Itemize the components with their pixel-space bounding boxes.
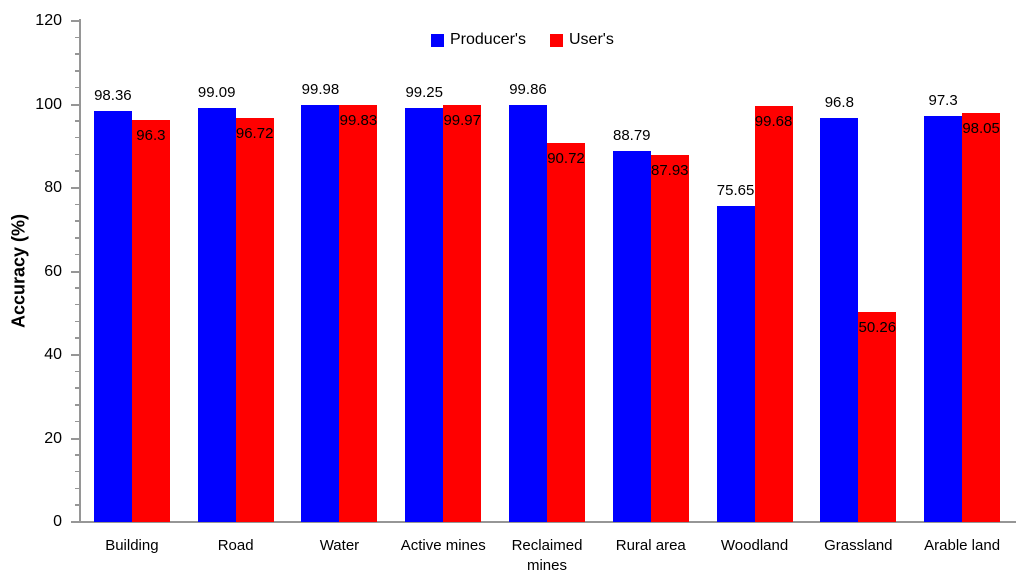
value-label-producers-water: 99.98	[301, 80, 340, 98]
x-axis-label-rural-area: Rural area	[615, 537, 686, 554]
bar-users-rural-area	[650, 154, 689, 522]
x-axis-label-reclaimed-mines: Reclaimed mines	[511, 537, 583, 574]
legend-swatch-producers-icon	[431, 33, 444, 47]
bar-users-water	[339, 105, 378, 522]
x-axis-line	[79, 521, 1016, 523]
y-minor-tick	[75, 504, 80, 506]
value-label-users-arable-land: 98.05	[962, 119, 1000, 137]
legend-item-producers: Producer's	[431, 31, 526, 49]
legend: Producer's User's	[431, 31, 614, 49]
legend-label-users: User's	[568, 31, 614, 48]
y-tick-label: 120	[35, 12, 62, 29]
bar-users-woodland	[754, 105, 793, 522]
x-axis-label-arable-land: Arable land	[924, 537, 1001, 554]
y-minor-tick	[75, 404, 80, 406]
bar-producers-reclaimed-mines	[509, 105, 547, 522]
legend-swatch-users-icon	[549, 33, 563, 47]
y-tick-label: 20	[44, 429, 62, 447]
y-major-tick	[71, 103, 80, 106]
x-axis-label-grassland: Grassland	[824, 537, 893, 554]
y-minor-tick	[75, 287, 80, 289]
bar-producers-rural-area	[612, 151, 651, 522]
y-minor-tick	[75, 70, 80, 72]
x-axis-label-woodland: Woodland	[720, 537, 789, 554]
bar-producers-water	[301, 104, 340, 522]
value-label-users-grassland: 50.26	[858, 319, 897, 337]
y-major-tick	[71, 521, 80, 523]
bar-producers-arable-land	[924, 115, 963, 522]
y-major-tick	[71, 270, 80, 273]
y-minor-tick	[75, 454, 80, 456]
y-minor-tick	[75, 470, 80, 473]
y-tick-label: 100	[35, 95, 62, 113]
y-major-tick	[71, 354, 80, 356]
y-minor-tick	[75, 220, 80, 222]
bar-users-arable-land	[962, 112, 1001, 522]
y-minor-tick	[75, 237, 80, 239]
value-label-users-road: 96.72	[235, 125, 274, 143]
bar-users-grassland	[858, 312, 897, 522]
bar-producers-road	[197, 108, 236, 522]
legend-label-producers: Producer's	[450, 31, 526, 48]
value-label-producers-road: 99.09	[197, 84, 236, 102]
y-major-tick	[71, 187, 80, 189]
y-tick-label: 0	[53, 513, 62, 530]
y-minor-tick	[75, 203, 80, 206]
y-minor-tick	[75, 387, 80, 389]
y-minor-tick	[75, 420, 80, 423]
bar-users-building	[131, 119, 170, 522]
value-label-producers-rural-area: 88.79	[612, 127, 651, 145]
value-label-producers-building: 98.36	[94, 87, 132, 105]
value-label-users-rural-area: 87.93	[650, 161, 689, 179]
y-major-tick	[71, 437, 80, 440]
y-minor-tick	[75, 170, 80, 172]
bar-producers-grassland	[820, 117, 859, 522]
value-label-producers-active-mines: 99.25	[405, 83, 443, 101]
y-minor-tick	[75, 53, 80, 55]
x-axis-label-road: Road	[217, 537, 254, 554]
y-minor-tick	[75, 487, 80, 490]
value-label-producers-arable-land: 97.3	[928, 91, 958, 109]
y-axis-line	[79, 19, 81, 523]
legend-item-users: User's	[549, 31, 614, 49]
y-minor-tick	[75, 120, 80, 122]
x-axis-label-active-mines: Active mines	[400, 537, 486, 554]
x-axis-label-water: Water	[319, 537, 360, 554]
bar-users-reclaimed-mines	[547, 143, 585, 522]
value-label-producers-woodland: 75.65	[716, 182, 755, 200]
value-label-users-active-mines: 99.97	[443, 111, 481, 129]
value-label-users-reclaimed-mines: 90.72	[547, 150, 585, 168]
bar-producers-active-mines	[405, 107, 444, 522]
y-minor-tick	[75, 370, 80, 373]
bar-users-road	[235, 118, 274, 522]
x-axis-label-building: Building	[105, 537, 159, 554]
y-minor-tick	[75, 337, 80, 339]
y-tick-label: 60	[44, 262, 62, 280]
y-minor-tick	[75, 86, 80, 89]
y-minor-tick	[75, 303, 80, 306]
y-minor-tick	[75, 36, 80, 39]
value-label-producers-reclaimed-mines: 99.86	[509, 81, 547, 99]
y-minor-tick	[75, 320, 80, 323]
y-tick-label: 40	[44, 346, 62, 363]
bar-users-active-mines	[443, 104, 482, 522]
value-label-users-water: 99.83	[339, 112, 378, 130]
y-minor-tick	[75, 153, 80, 156]
y-minor-tick	[75, 253, 80, 256]
y-minor-tick	[75, 136, 80, 139]
value-label-producers-grassland: 96.8	[824, 93, 854, 111]
bar-producers-building	[93, 111, 132, 522]
y-tick-label: 80	[44, 179, 62, 196]
value-label-users-woodland: 99.68	[754, 112, 793, 130]
value-label-users-building: 96.3	[136, 126, 166, 144]
y-major-tick	[71, 20, 80, 22]
bar-producers-woodland	[716, 206, 755, 522]
